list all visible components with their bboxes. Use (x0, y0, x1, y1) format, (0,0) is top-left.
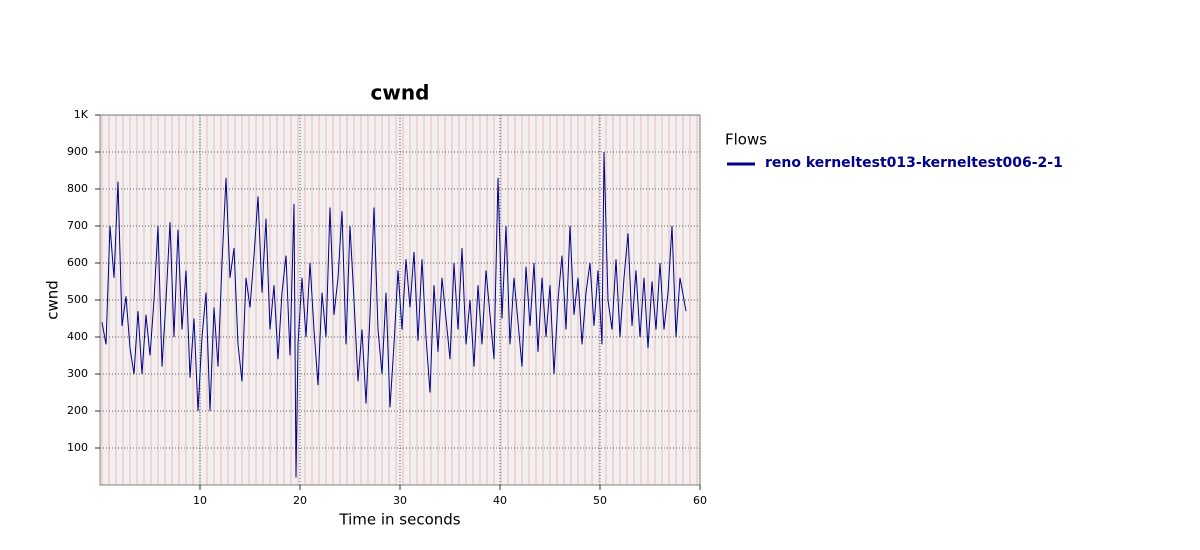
y-tick-label: 900 (67, 145, 88, 158)
x-tick-label: 30 (393, 494, 407, 507)
y-tick-label: 100 (67, 441, 88, 454)
y-tick-label: 800 (67, 182, 88, 195)
chart-title: cwnd (371, 81, 430, 105)
y-tick-label: 500 (67, 293, 88, 306)
y-tick-label: 700 (67, 219, 88, 232)
x-tick-label: 20 (293, 494, 307, 507)
x-tick-label: 40 (493, 494, 507, 507)
y-tick-label: 400 (67, 330, 88, 343)
y-axis-label: cwnd (44, 280, 62, 320)
x-tick-label: 50 (593, 494, 607, 507)
y-tick-label: 1K (74, 108, 89, 121)
y-tick-label: 600 (67, 256, 88, 269)
series-line (101, 151, 687, 478)
x-tick-label: 60 (693, 494, 707, 507)
y-tick-label: 200 (67, 404, 88, 417)
legend-title: Flows (725, 131, 767, 149)
y-tick-label: 300 (67, 367, 88, 380)
legend-entry: reno kerneltest013-kerneltest006-2-1 (765, 155, 1063, 171)
x-tick-label: 10 (193, 494, 207, 507)
x-axis-label: Time in seconds (338, 511, 460, 529)
